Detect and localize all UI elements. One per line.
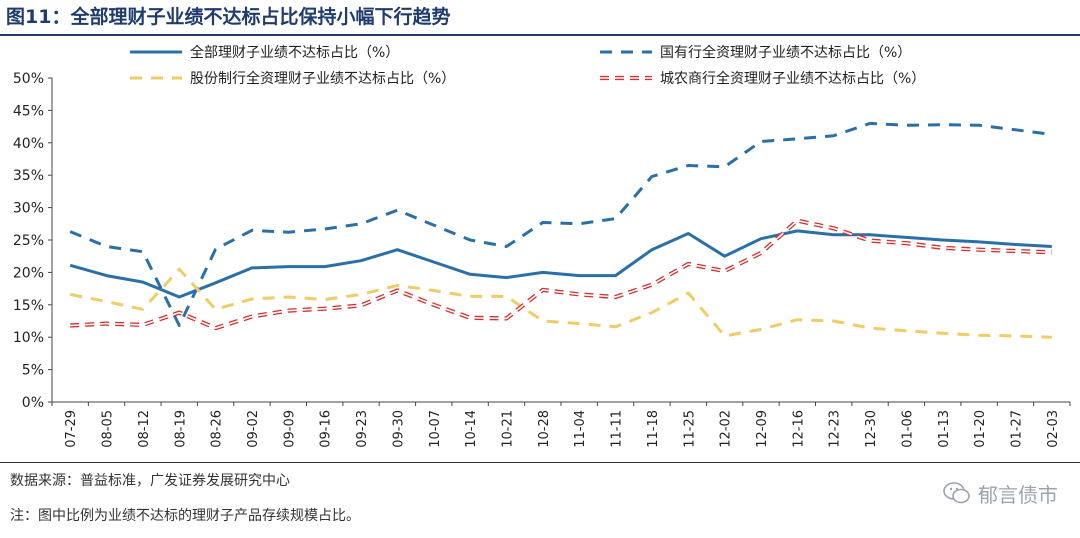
y-tick-label: 30% [13,201,44,217]
x-tick-label: 01-27 [1009,410,1024,448]
x-tick-label: 08-19 [173,410,188,448]
x-tick-label: 09-16 [319,410,334,448]
legend-label: 全部理财子业绩不达标占比（%） [190,44,399,61]
x-tick-label: 09-09 [282,410,297,448]
x-tick-label: 08-12 [137,410,152,448]
legend-label: 城农商行全资理财子业绩不达标占比（%） [660,70,925,87]
x-tick-label: 12-30 [864,410,879,448]
legend-label: 股份制行全资理财子业绩不达标占比（%） [190,70,455,87]
footer-divider [0,462,1080,463]
x-tick-label: 12-23 [828,410,843,448]
series-line [70,219,1052,329]
y-tick-label: 40% [13,136,44,152]
series-line [69,229,1052,299]
legend-item: 全部理财子业绩不达标占比（%） [130,44,399,61]
source-note: 数据来源：普益标准，广发证券发展研究中心 [10,473,290,489]
x-tick-label: 10-07 [428,410,443,448]
footnote: 注：图中比例为业绩不达标的理财子产品存续规模占比。 [10,508,360,524]
y-tick-label: 35% [13,168,44,184]
x-tick-label: 01-06 [900,410,915,448]
y-tick-label: 45% [13,103,44,119]
x-tick-label: 10-28 [537,410,552,448]
x-tick-label: 11-04 [573,410,588,448]
y-tick-label: 20% [13,265,44,281]
y-tick-label: 25% [13,233,44,249]
x-tick-label: 09-23 [355,410,370,448]
x-tick-label: 10-14 [464,410,479,448]
x-tick-label: 08-05 [101,410,116,448]
watermark: 郁言债市 [942,478,1058,508]
legend-item: 股份制行全资理财子业绩不达标占比（%） [130,70,455,87]
wechat-icon [943,482,970,504]
x-tick-label: 08-26 [210,410,225,448]
chart-legend: 全部理财子业绩不达标占比（%） 国有行全资理财子业绩不达标占比（%） 股份制行全资理… [130,44,925,87]
legend-item: 城农商行全资理财子业绩不达标占比（%） [600,70,925,87]
watermark-text: 郁言债市 [978,482,1058,507]
x-tick-label: 11-11 [610,410,625,448]
figure-title: 图11：全部理财子业绩不达标占比保持小幅下行趋势 [6,6,451,28]
x-tick-label: 01-13 [937,410,952,448]
y-tick-label: 15% [13,298,44,314]
legend-label: 国有行全资理财子业绩不达标占比（%） [660,44,911,61]
legend-item: 国有行全资理财子业绩不达标占比（%） [600,44,911,61]
series-line [69,121,1052,327]
y-tick-label: 10% [13,330,44,346]
x-tick-label: 09-02 [246,410,261,448]
x-tick-label: 01-20 [973,410,988,448]
y-tick-label: 5% [22,363,44,379]
x-tick-label: 12-02 [719,410,734,448]
chart-series [69,121,1052,339]
y-tick-label: 0% [22,395,44,411]
chart-axes: 0% 5% 10% 15% 20% 25% 30% 35% 40% 45% 50% 07-29 08-0… [13,71,1071,448]
x-tick-label: 07-29 [64,410,79,448]
y-tick-label: 50% [13,71,44,87]
x-tick-label: 11-25 [682,410,697,448]
title-divider [0,34,1080,36]
x-tick-label: 10-21 [500,410,515,448]
x-tick-label: 12-09 [755,410,770,448]
x-tick-label: 12-16 [791,410,806,448]
x-tick-label: 02-03 [1046,410,1061,448]
line-chart: 全部理财子业绩不达标占比（%） 国有行全资理财子业绩不达标占比（%） 股份制行全资理… [13,44,1071,448]
x-tick-label: 11-18 [646,410,661,448]
x-tick-label: 09-30 [391,410,406,448]
